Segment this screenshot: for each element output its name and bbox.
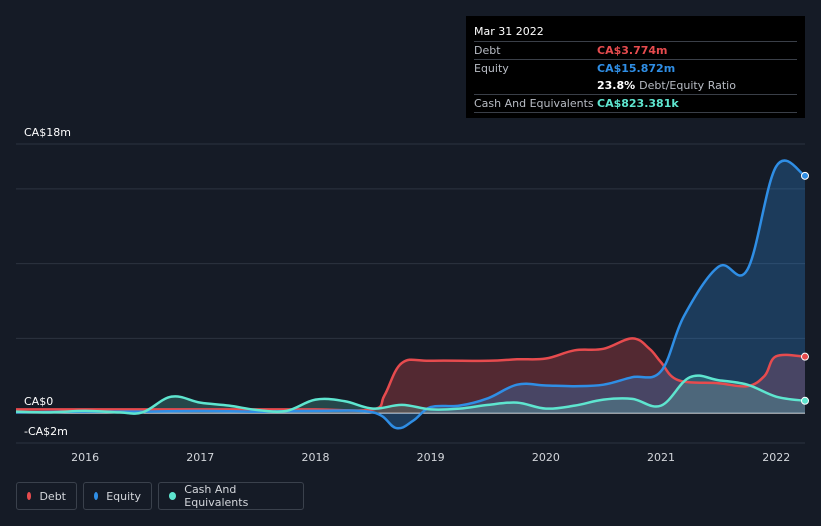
series-lines	[15, 159, 806, 430]
tooltip-cash-value: CA$823.381k	[597, 97, 679, 110]
debt-end-marker	[801, 352, 809, 361]
x-axis-label: 2022	[762, 451, 790, 464]
tooltip-date: Mar 31 2022	[474, 25, 544, 38]
tooltip-equity-row: Equity CA$15.872m	[474, 59, 797, 77]
tooltip-ratio-value: 23.8%	[597, 79, 636, 92]
legend-debt-label: Debt	[39, 489, 66, 503]
tooltip-equity-label: Equity	[474, 62, 509, 75]
legend-debt-button[interactable]: Debt	[16, 482, 77, 510]
x-axis-label: 2016	[71, 451, 99, 464]
x-axis-label: 2021	[647, 451, 675, 464]
tooltip-ratio-spacer	[474, 77, 597, 94]
x-axis-label: 2019	[417, 451, 445, 464]
grid-lines	[16, 143, 805, 444]
legend-equity-button[interactable]: Equity	[83, 482, 152, 510]
tooltip-cash-row: Cash And Equivalents CA$823.381k	[474, 94, 797, 113]
x-axis-labels: 2016 2017 2018 2019 2020 2021 2022	[71, 451, 790, 464]
legend-cash-button[interactable]: Cash And Equivalents	[158, 482, 304, 510]
tooltip-debt-value: CA$3.774m	[597, 44, 668, 57]
equity-area	[16, 160, 805, 429]
y-axis-label: CA$18m	[24, 126, 71, 139]
y-axis-label: -CA$2m	[24, 425, 68, 438]
legend-cash-label: Cash And Equivalents	[184, 483, 249, 509]
tooltip-equity-value: CA$15.872m	[597, 62, 676, 75]
equity-dot-icon	[94, 492, 99, 500]
tooltip-cash-label: Cash And Equivalents	[474, 97, 594, 110]
tooltip-ratio-label: Debt/Equity Ratio	[639, 79, 736, 92]
x-axis-label: 2018	[301, 451, 329, 464]
x-axis-label: 2020	[532, 451, 560, 464]
cash-end-marker	[801, 396, 809, 405]
data-tooltip: Mar 31 2022 Debt CA$3.774m Equity CA$15.…	[466, 16, 805, 118]
series-areas	[16, 160, 805, 429]
y-axis-labels: CA$18m CA$0 -CA$2m	[24, 126, 71, 438]
legend-equity-label: Equity	[106, 489, 141, 503]
cash-line	[15, 374, 806, 415]
end-markers	[801, 171, 809, 405]
equity-line	[15, 159, 806, 430]
x-axis-label: 2017	[186, 451, 214, 464]
tooltip-debt-label: Debt	[474, 44, 501, 57]
debt-dot-icon	[27, 492, 32, 500]
tooltip-ratio-row: 23.8% Debt/Equity Ratio	[474, 77, 797, 94]
cash-dot-icon	[169, 492, 177, 500]
debt-area	[16, 338, 805, 414]
y-axis-label: CA$0	[24, 395, 53, 408]
tooltip-debt-row: Debt CA$3.774m	[474, 41, 797, 59]
equity-end-marker	[801, 171, 809, 180]
